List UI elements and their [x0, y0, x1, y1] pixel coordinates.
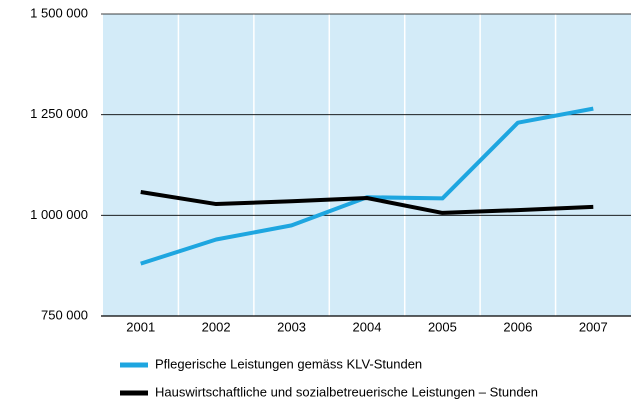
series-line: [140, 190, 594, 215]
y-tick-label: 1 250 000: [30, 106, 88, 121]
plot-background: [103, 14, 631, 316]
x-tick-label: 2001: [126, 319, 155, 334]
y-tick-label: 1 000 000: [30, 207, 88, 222]
y-tick-label: 750 000: [41, 307, 88, 322]
x-tick-label: 2007: [579, 319, 608, 334]
legend-label: Hauswirtschaftliche und sozialbetreueris…: [155, 384, 538, 399]
x-tick-label: 2006: [503, 319, 532, 334]
y-tick-label: 1 500 000: [30, 5, 88, 20]
x-tick-label: 2004: [353, 319, 382, 334]
legend-label: Pflegerische Leistungen gemäss KLV-Stund…: [155, 356, 422, 371]
x-tick-label: 2005: [428, 319, 457, 334]
x-tick-label: 2002: [202, 319, 231, 334]
x-tick-label: 2003: [277, 319, 306, 334]
